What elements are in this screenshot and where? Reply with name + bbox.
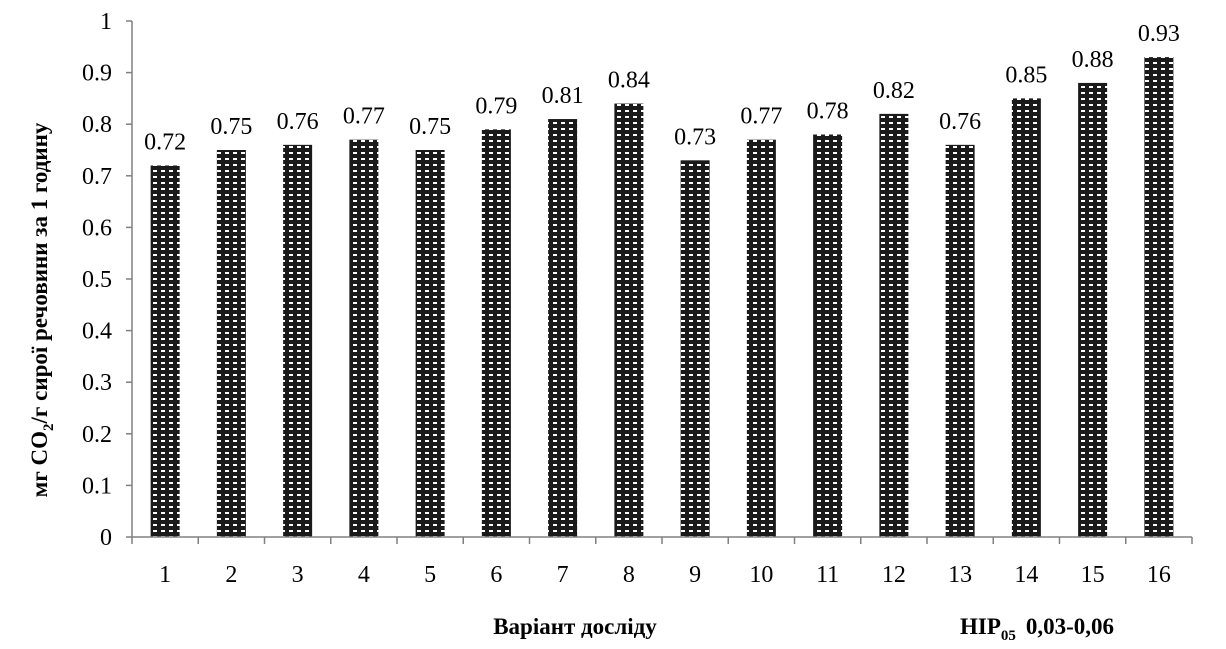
y-axis-title-part1: мг CO [27, 431, 52, 497]
x-axis-ticks: 1 2 3 4 5 6 7 8 9 10 11 12 13 14 15 16 [131, 537, 1193, 588]
bar [813, 134, 843, 537]
bar [1078, 82, 1108, 538]
bar [548, 119, 578, 537]
bar [481, 129, 511, 538]
y-axis-title-subscript: 2 [41, 423, 57, 431]
bar [283, 144, 313, 537]
bar [150, 165, 180, 538]
lsd-value: 0,03-0,06 [1026, 614, 1114, 639]
x-axis-title: Варіант досліду [493, 614, 657, 639]
bar-data-label: 0.72 [144, 129, 186, 155]
bar [614, 103, 644, 537]
bar [945, 144, 975, 537]
y-tick-label: 0.6 [82, 215, 112, 241]
y-tick-label: 0.1 [82, 473, 112, 499]
bar-data-label: 0.81 [542, 83, 584, 109]
y-axis-title: мг CO2/г сирої речовини за 1 годину [27, 122, 57, 497]
y-tick-label: 1 [100, 9, 112, 35]
bar-data-label: 0.77 [740, 104, 782, 130]
x-tick-label: 14 [1014, 562, 1038, 588]
y-tick-label: 0 [100, 525, 112, 551]
x-tick-label: 9 [689, 562, 701, 588]
bar [680, 160, 710, 537]
x-tick-label: 3 [292, 562, 304, 588]
x-tick-label: 12 [882, 562, 906, 588]
x-tick-label: 5 [424, 562, 436, 588]
bar [746, 139, 776, 537]
bar [415, 150, 445, 537]
lsd-prefix: НІР [960, 614, 1001, 639]
y-tick-label: 0.3 [82, 370, 112, 396]
bar [879, 113, 909, 537]
x-tick-label: 15 [1081, 562, 1105, 588]
data-labels: 0.72 0.75 0.76 0.77 0.75 0.79 0.81 0.84 0.73 0.77… [144, 21, 1180, 155]
lsd-subscript: 05 [1001, 628, 1016, 644]
bar-data-label: 0.88 [1072, 47, 1114, 73]
x-tick-label: 4 [358, 562, 370, 588]
bar [1144, 57, 1174, 538]
x-tick-label: 1 [159, 562, 171, 588]
x-tick-label: 13 [948, 562, 972, 588]
y-tick-label: 0.5 [82, 267, 112, 293]
bar [349, 139, 379, 537]
bar-data-label: 0.93 [1138, 21, 1180, 47]
bar-data-label: 0.75 [409, 114, 451, 140]
bar-data-label: 0.85 [1005, 62, 1047, 88]
y-tick-label: 0.9 [82, 61, 112, 87]
bar [216, 150, 246, 537]
bar-data-label: 0.79 [475, 93, 517, 119]
lsd-note: НІР05 0,03-0,06 [960, 614, 1114, 644]
x-tick-label: 11 [816, 562, 839, 588]
y-axis-title-part2: /г сирої речовини за 1 годину [27, 122, 52, 424]
bar-data-label: 0.84 [608, 68, 650, 94]
bar-data-label: 0.82 [873, 78, 915, 104]
bars [150, 57, 1174, 538]
y-tick-label: 0.4 [82, 319, 112, 345]
y-axis-ticks: 0 0.1 0.2 0.3 0.4 0.5 0.6 0.7 0.8 0.9 1 [82, 9, 132, 551]
x-tick-label: 16 [1147, 562, 1171, 588]
bar-data-label: 0.77 [343, 104, 385, 130]
bar-data-label: 0.76 [939, 109, 981, 135]
y-tick-label: 0.8 [82, 112, 112, 138]
bar-data-label: 0.78 [807, 99, 849, 125]
x-tick-label: 6 [490, 562, 502, 588]
x-tick-label: 7 [557, 562, 569, 588]
y-tick-label: 0.7 [82, 164, 112, 190]
x-tick-label: 10 [749, 562, 773, 588]
bar-data-label: 0.73 [674, 124, 716, 150]
bar [1011, 98, 1041, 538]
bar-data-label: 0.75 [210, 114, 252, 140]
bar-data-label: 0.76 [277, 109, 319, 135]
y-tick-label: 0.2 [82, 422, 112, 448]
x-tick-label: 2 [225, 562, 237, 588]
x-tick-label: 8 [623, 562, 635, 588]
